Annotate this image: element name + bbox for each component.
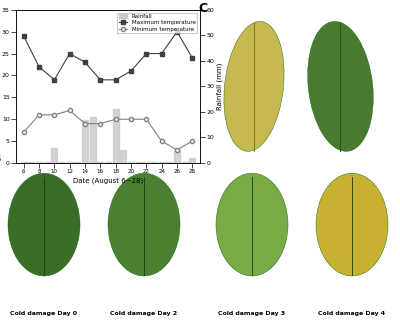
Text: Cold damage Day 0: Cold damage Day 0 [10,311,78,316]
Bar [51,148,58,163]
Text: C: C [199,2,208,15]
Bar [21,162,27,163]
Bar [189,158,195,163]
Bar [90,117,96,163]
Ellipse shape [224,22,284,151]
Bar [74,162,80,163]
Ellipse shape [108,173,180,276]
Bar [105,162,111,163]
Text: B: B [0,152,2,165]
Bar [166,162,172,163]
X-axis label: Date (August 6~28): Date (August 6~28) [73,177,143,184]
Text: Cold damage Day 3: Cold damage Day 3 [218,311,286,316]
Bar [128,162,134,163]
Text: Cold damage Day 2: Cold damage Day 2 [110,311,178,316]
Text: Cold damage Day 4: Cold damage Day 4 [318,311,386,316]
Legend: Rainfall, Maximum temperature, Minimum temperature: Rainfall, Maximum temperature, Minimum t… [117,13,197,33]
Bar [28,162,34,163]
Bar [113,110,119,163]
Ellipse shape [316,173,388,276]
Bar [82,120,88,163]
Y-axis label: Rainfall (mm): Rainfall (mm) [217,63,224,110]
Bar [97,162,103,163]
Bar [36,162,42,163]
Bar [159,162,165,163]
Bar [59,162,65,163]
Bar [151,162,157,163]
Bar [120,150,126,163]
Bar [136,162,142,163]
Bar [143,162,149,163]
Bar [182,162,188,163]
Ellipse shape [308,22,373,151]
Bar [44,162,50,163]
Bar [66,162,73,163]
Bar [174,150,180,163]
Ellipse shape [216,173,288,276]
Ellipse shape [8,173,80,276]
